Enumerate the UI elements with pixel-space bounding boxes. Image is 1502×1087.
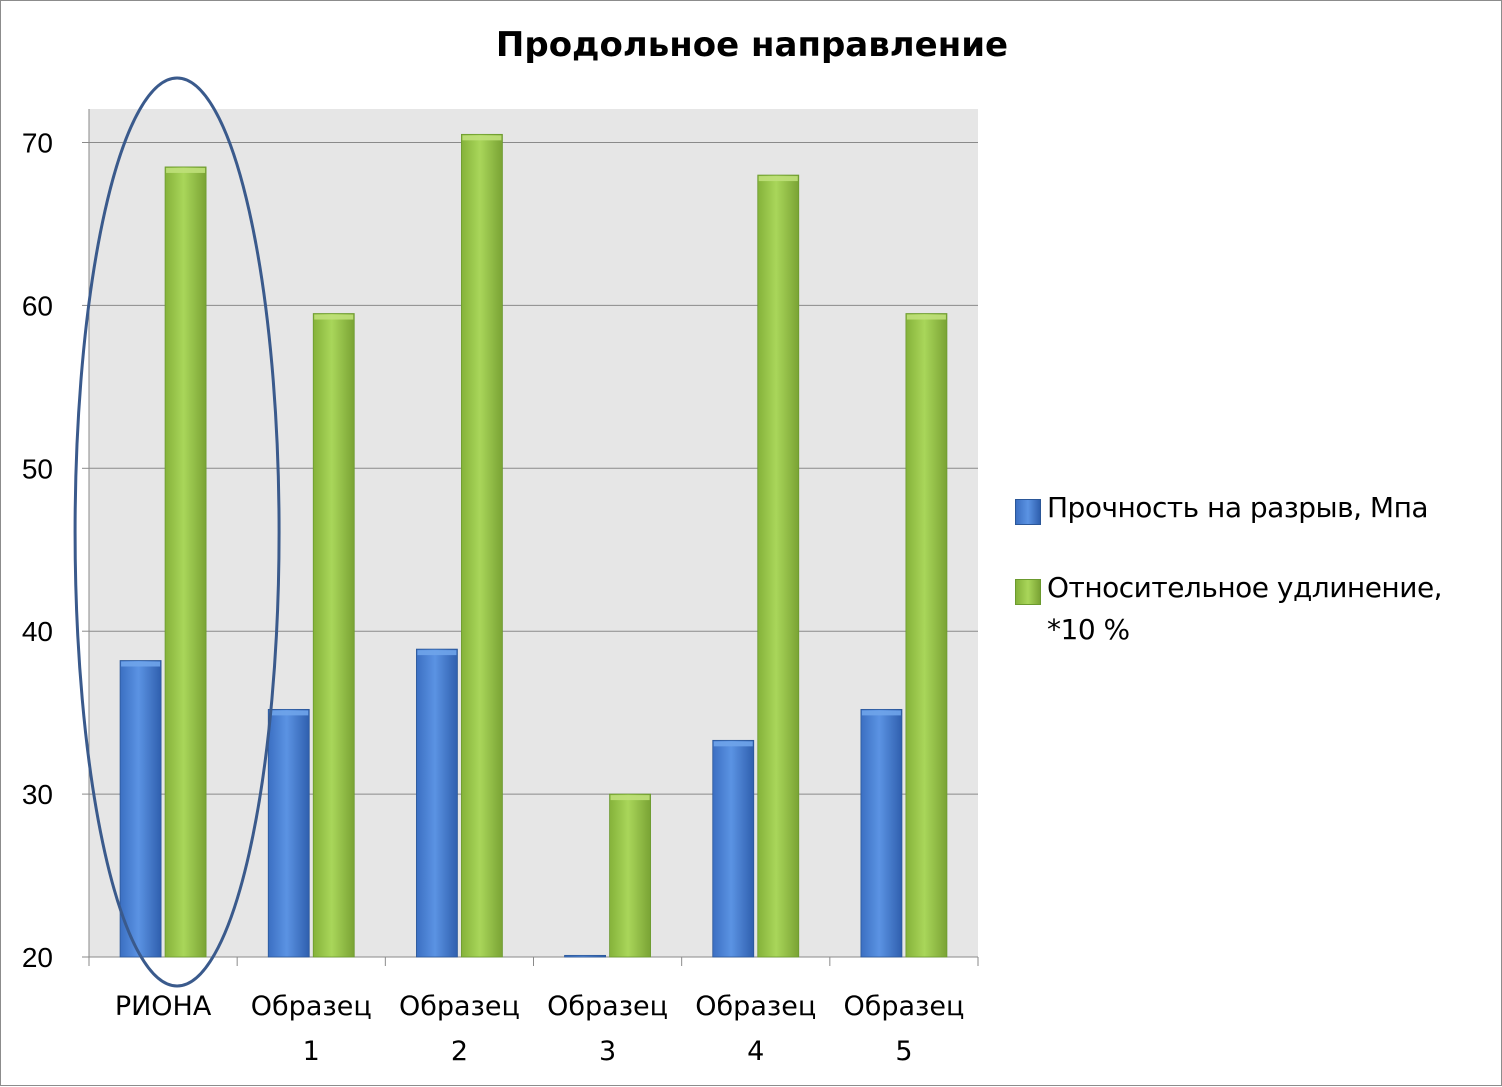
x-category-label: РИОНА xyxy=(115,991,212,1022)
bar xyxy=(416,648,458,958)
x-category-label: Образец 5 xyxy=(843,991,964,1067)
bar xyxy=(267,708,310,958)
legend-item-strength: Прочность на разрыв, Мпа xyxy=(1015,487,1495,529)
legend-item-elongation: Относительное удлинение, *10 % xyxy=(1015,567,1495,651)
bar-highlight xyxy=(269,710,309,716)
bar-highlight xyxy=(462,135,502,141)
bar xyxy=(312,313,355,958)
bar xyxy=(905,313,948,958)
bar xyxy=(712,739,755,958)
y-tick-label: 60 xyxy=(22,290,53,321)
y-tick-label: 50 xyxy=(22,453,53,484)
plot-area xyxy=(89,109,978,957)
bar-highlight xyxy=(121,661,161,667)
bar-highlight xyxy=(758,176,798,182)
legend-label-strength: Прочность на разрыв, Мпа xyxy=(1047,491,1429,524)
y-tick-label: 20 xyxy=(22,942,53,973)
y-tick-label: 70 xyxy=(22,128,53,159)
bar-highlight xyxy=(713,741,753,747)
bar xyxy=(164,166,207,958)
bar-highlight xyxy=(314,314,354,320)
y-tick-label: 40 xyxy=(22,616,53,647)
bar-highlight xyxy=(861,710,901,716)
x-category-label: Образец 3 xyxy=(547,991,668,1067)
bar-highlight xyxy=(417,650,457,656)
legend-swatch-blue xyxy=(1015,499,1041,525)
chart-title: Продольное направление xyxy=(495,25,1009,65)
highlight-ellipse xyxy=(73,76,281,988)
legend-swatch-green xyxy=(1015,579,1041,605)
x-category-label: Образец 4 xyxy=(695,991,816,1067)
bar xyxy=(860,708,903,958)
bar xyxy=(461,133,503,958)
bar-highlight xyxy=(610,795,650,801)
bar-highlight xyxy=(166,167,206,173)
legend-label-elongation: Относительное удлинение, *10 % xyxy=(1047,571,1443,646)
bar xyxy=(609,793,651,958)
bar xyxy=(564,954,606,958)
bar xyxy=(757,174,800,958)
bar xyxy=(119,660,162,958)
x-category-label: Образец 2 xyxy=(399,991,520,1067)
bar-highlight xyxy=(906,314,946,320)
y-tick-label: 30 xyxy=(22,779,53,810)
x-category-label: Образец 1 xyxy=(251,991,372,1067)
legend: Прочность на разрыв, Мпа Относительное у… xyxy=(1015,487,1495,689)
